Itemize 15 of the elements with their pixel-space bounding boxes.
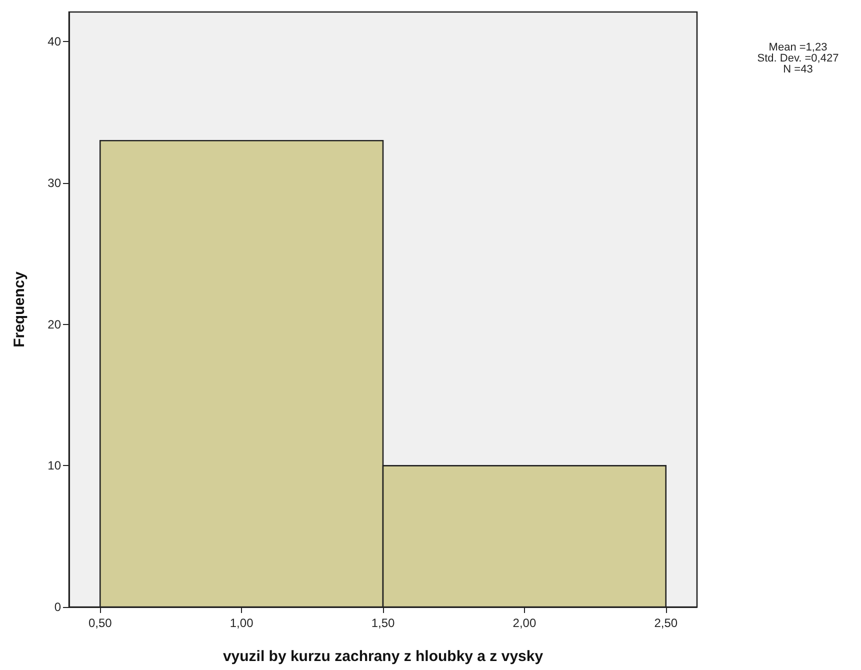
y-tick-label: 40 bbox=[48, 34, 62, 49]
x-tick-label: 2,50 bbox=[654, 616, 678, 630]
x-tick-label: 2,00 bbox=[512, 616, 536, 630]
x-tick-label: 1,50 bbox=[371, 616, 395, 630]
x-tick-label: 1,00 bbox=[230, 616, 254, 630]
x-axis-title: vyuzil by kurzu zachrany z hloubky a z vysky bbox=[222, 648, 544, 665]
text: Mean =1,23 bbox=[768, 42, 828, 54]
y-tick-label: 30 bbox=[48, 176, 62, 190]
text: N =43 bbox=[783, 64, 813, 76]
text: Std. Dev. =0,427 bbox=[757, 52, 839, 64]
y-tick-label: 20 bbox=[48, 317, 62, 332]
y-tick-label: 10 bbox=[48, 458, 62, 473]
x-tick-label: 0,50 bbox=[88, 616, 112, 630]
y-tick-label: 0 bbox=[54, 600, 62, 614]
y-axis-title: Frequency bbox=[11, 270, 28, 348]
